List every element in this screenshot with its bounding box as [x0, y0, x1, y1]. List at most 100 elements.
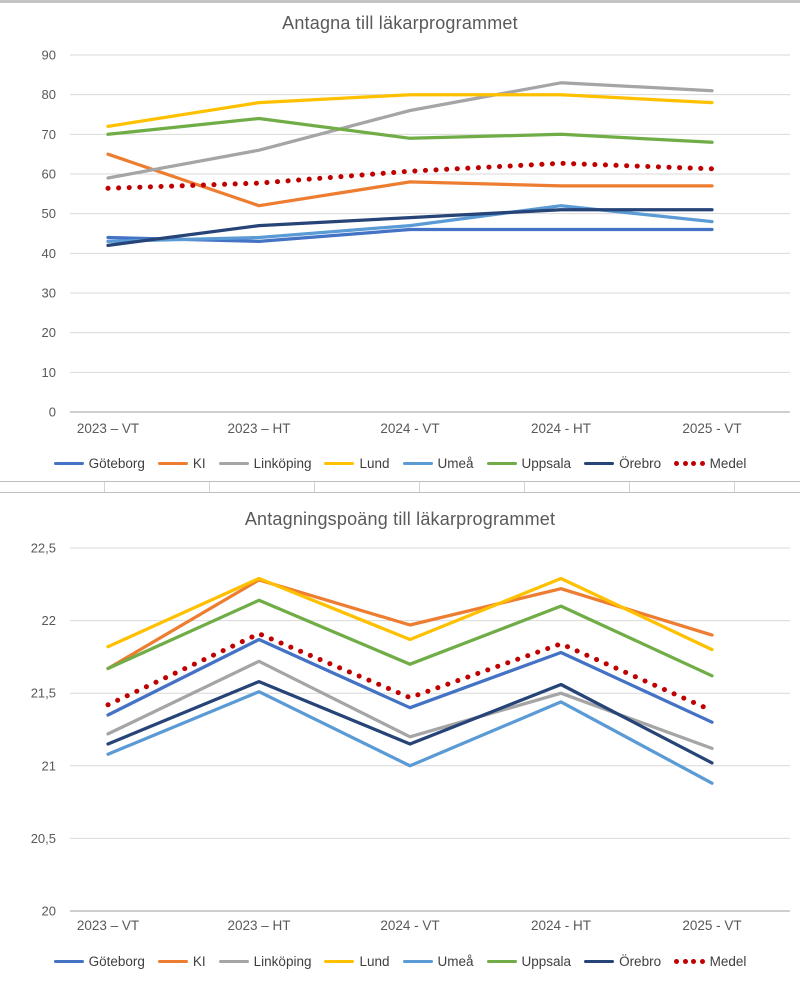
admitted-count-plot-area: 0 10 20 30 40 50 60 70 80 90 2023 – VT 2023 – HT 202… — [42, 48, 790, 436]
legend-dot — [682, 461, 688, 466]
legend-swatch-line — [324, 461, 355, 466]
legend-label: Linköping — [253, 954, 312, 969]
legend-label: Örebro — [619, 456, 662, 471]
legend-label: Örebro — [619, 954, 662, 969]
legend-dot — [691, 959, 697, 964]
chart-title: Antagna till läkarprogrammet — [282, 13, 518, 33]
series-line-ki — [106, 152, 714, 208]
legend-label: KI — [192, 954, 206, 969]
legend-item-ki: KI — [157, 456, 206, 471]
legend-dot — [674, 959, 680, 964]
legend-item-uppsala: Uppsala — [486, 456, 572, 471]
legend-swatch-line — [584, 461, 615, 466]
chart-legend: Göteborg KI Linköping Lund Umeå Uppsala Örebro… — [0, 954, 800, 969]
legend-swatch-dotted — [674, 461, 705, 466]
series-line-örebro — [106, 679, 714, 765]
y-tick-label: 21,5 — [31, 686, 56, 701]
legend-item-linköping: Linköping — [218, 954, 312, 969]
legend-label: Göteborg — [88, 456, 145, 471]
legend-swatch-line — [218, 461, 249, 466]
legend-label: Göteborg — [88, 954, 145, 969]
legend-label: Lund — [359, 456, 390, 471]
y-tick-label: 10 — [42, 365, 56, 380]
x-tick-label: 2024 - HT — [531, 918, 591, 933]
legend-dot — [674, 461, 680, 466]
y-tick-label: 80 — [42, 87, 56, 102]
x-tick-label: 2023 – VT — [77, 421, 139, 436]
series-line-ki — [106, 578, 714, 671]
legend-swatch-line — [584, 959, 615, 964]
y-tick-label: 30 — [42, 286, 56, 301]
y-tick-label: 40 — [42, 246, 56, 261]
x-tick-label: 2023 – HT — [227, 421, 290, 436]
legend-swatch-line — [402, 959, 433, 964]
y-tick-label: 21 — [42, 758, 56, 773]
legend-dot — [699, 959, 705, 964]
legend-item-linköping: Linköping — [218, 456, 312, 471]
x-tick-label: 2023 – VT — [77, 918, 139, 933]
legend-swatch-dotted — [674, 959, 705, 964]
legend-item-lund: Lund — [324, 954, 390, 969]
legend-item-medel: Medel — [674, 954, 746, 969]
y-tick-label: 0 — [49, 405, 56, 420]
x-tick-label: 2024 - VT — [380, 421, 439, 436]
legend-dot — [699, 461, 705, 466]
chart-title: Antagningspoäng till läkarprogrammet — [244, 509, 556, 529]
y-tick-label: 90 — [42, 48, 56, 63]
series-line-göteborg — [106, 637, 714, 724]
legend-swatch-line — [324, 959, 355, 964]
legend-item-umeå: Umeå — [402, 456, 474, 471]
legend-label: Umeå — [437, 954, 474, 969]
spreadsheet-row-divider — [0, 481, 800, 493]
panel-top-border — [0, 0, 800, 3]
y-tick-label: 20 — [42, 325, 56, 340]
legend-swatch-line — [486, 461, 517, 466]
series-line-linköping — [106, 81, 714, 180]
y-tick-label: 20 — [42, 904, 56, 919]
x-tick-label: 2025 - VT — [682, 918, 741, 933]
legend-label: Medel — [709, 954, 747, 969]
series-line-umeå — [106, 690, 714, 785]
legend-dot — [682, 959, 688, 964]
legend-item-lund: Lund — [324, 456, 390, 471]
legend-swatch-line — [53, 461, 84, 466]
legend-swatch-line — [402, 461, 433, 466]
legend-label: Lund — [359, 954, 390, 969]
legend-item-göteborg: Göteborg — [53, 456, 145, 471]
admitted-count-chart: Antagna till läkarprogrammet 0 10 20 30 40 50… — [0, 0, 800, 481]
legend-swatch-line — [218, 959, 249, 964]
series-line-lund — [106, 576, 714, 652]
legend-label: Uppsala — [521, 456, 572, 471]
legend-swatch-line — [53, 959, 84, 964]
y-tick-label: 70 — [42, 127, 56, 142]
x-tick-label: 2025 - VT — [682, 421, 741, 436]
y-tick-label: 50 — [42, 206, 56, 221]
legend-dot — [691, 461, 697, 466]
x-tick-label: 2023 – HT — [227, 918, 290, 933]
y-tick-label: 20,5 — [31, 831, 56, 846]
legend-label: Uppsala — [521, 954, 572, 969]
legend-label: KI — [192, 456, 206, 471]
x-tick-label: 2024 - HT — [531, 421, 591, 436]
legend-swatch-line — [486, 959, 517, 964]
legend-item-örebro: Örebro — [584, 456, 661, 471]
series-line-uppsala — [106, 116, 714, 144]
legend-label: Linköping — [253, 456, 312, 471]
legend-item-ki: KI — [157, 954, 206, 969]
legend-item-örebro: Örebro — [584, 954, 661, 969]
legend-item-medel: Medel — [674, 456, 746, 471]
chart-legend: Göteborg KI Linköping Lund Umeå Uppsala Örebro… — [0, 456, 800, 471]
legend-item-uppsala: Uppsala — [486, 954, 572, 969]
legend-label: Medel — [709, 456, 747, 471]
series-line-lund — [106, 93, 714, 129]
y-tick-label: 22 — [42, 613, 56, 628]
legend-swatch-line — [157, 461, 188, 466]
x-tick-label: 2024 - VT — [380, 918, 439, 933]
legend-item-umeå: Umeå — [402, 954, 474, 969]
y-tick-label: 60 — [42, 167, 56, 182]
legend-label: Umeå — [437, 456, 474, 471]
admission-points-chart: Antagningspoäng till läkarprogrammet 20 2… — [0, 493, 800, 984]
legend-swatch-line — [157, 959, 188, 964]
legend-item-göteborg: Göteborg — [53, 954, 145, 969]
y-tick-label: 22,5 — [31, 541, 56, 556]
